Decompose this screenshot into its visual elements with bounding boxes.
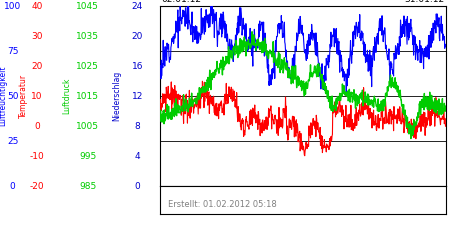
Text: 02.01.12: 02.01.12 <box>161 0 201 4</box>
Text: 20: 20 <box>131 32 143 41</box>
Text: 20: 20 <box>31 62 43 71</box>
Text: 50: 50 <box>7 92 18 101</box>
Text: 1025: 1025 <box>76 62 99 71</box>
Text: 12: 12 <box>131 92 143 101</box>
Text: 0: 0 <box>135 182 140 191</box>
Text: 0: 0 <box>34 122 40 131</box>
Text: 40: 40 <box>31 2 43 11</box>
Text: -20: -20 <box>30 182 44 191</box>
Text: 100: 100 <box>4 2 21 11</box>
Text: 25: 25 <box>7 137 18 146</box>
Text: Niederschlag: Niederschlag <box>112 71 122 122</box>
Text: Temperatur: Temperatur <box>19 74 28 118</box>
Text: Luftfeuchtigkeit: Luftfeuchtigkeit <box>0 66 8 126</box>
Text: -10: -10 <box>30 152 44 161</box>
Text: 16: 16 <box>131 62 143 71</box>
Text: 30: 30 <box>31 32 43 41</box>
Text: 75: 75 <box>7 47 18 56</box>
Text: 1035: 1035 <box>76 32 99 41</box>
Text: 1005: 1005 <box>76 122 99 131</box>
Text: 995: 995 <box>79 152 96 161</box>
Text: 31.01.12: 31.01.12 <box>404 0 444 4</box>
Text: 24: 24 <box>131 2 143 11</box>
Text: 10: 10 <box>31 92 43 101</box>
Text: Erstellt: 01.02.2012 05:18: Erstellt: 01.02.2012 05:18 <box>168 200 277 208</box>
Text: 1015: 1015 <box>76 92 99 101</box>
Text: 985: 985 <box>79 182 96 191</box>
Text: 8: 8 <box>135 122 140 131</box>
Text: 0: 0 <box>10 182 15 191</box>
Text: 1045: 1045 <box>76 2 99 11</box>
Text: Luftdruck: Luftdruck <box>62 78 71 114</box>
Text: 4: 4 <box>135 152 140 161</box>
